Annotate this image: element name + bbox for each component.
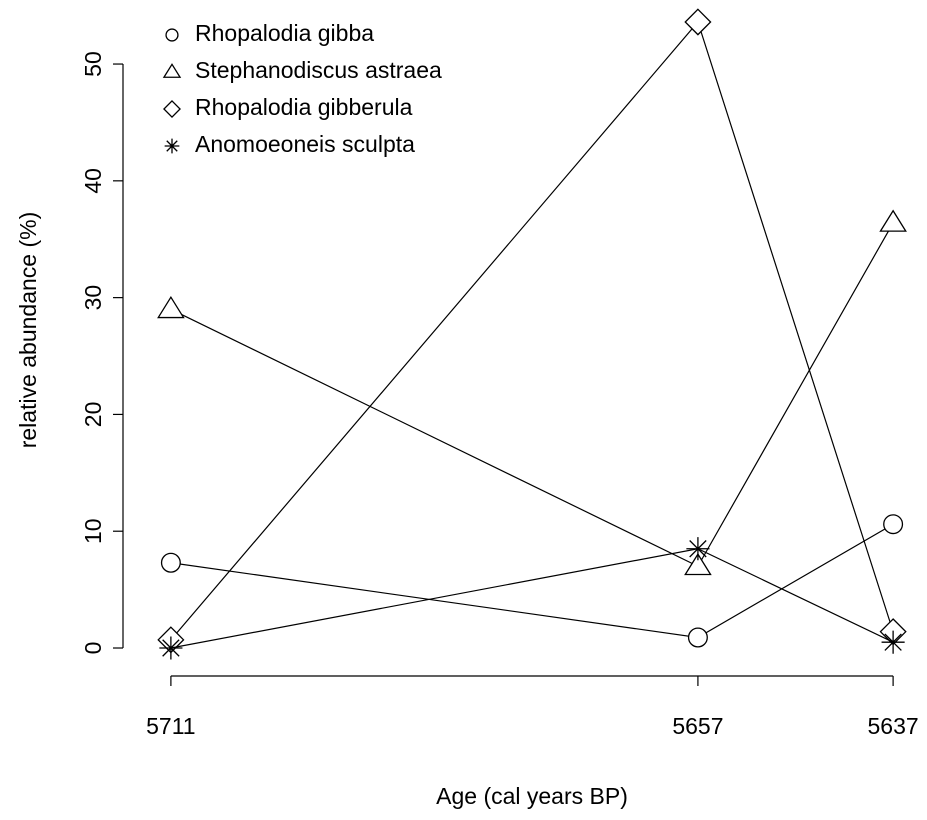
y-tick-label: 0 bbox=[80, 642, 106, 655]
data-point bbox=[160, 552, 181, 573]
legend-marker bbox=[162, 63, 182, 78]
x-tick-label: 5657 bbox=[672, 713, 723, 739]
y-tick-label: 10 bbox=[80, 518, 106, 544]
legend-label: Stephanodiscus astraea bbox=[195, 57, 442, 83]
series-line bbox=[170, 523, 894, 639]
legend-label: Rhopalodia gibberula bbox=[195, 94, 413, 120]
series-line bbox=[170, 222, 894, 568]
data-point bbox=[883, 514, 904, 535]
legend-marker bbox=[164, 138, 180, 154]
data-point bbox=[687, 627, 708, 648]
data-point bbox=[881, 630, 905, 654]
x-tick-label: 5711 bbox=[146, 713, 195, 739]
y-tick-label: 50 bbox=[80, 51, 106, 77]
data-point bbox=[157, 295, 185, 319]
data-point bbox=[159, 636, 183, 660]
legend-label: Anomoeoneis sculpta bbox=[195, 131, 415, 157]
data-point bbox=[684, 552, 712, 576]
series-line bbox=[170, 548, 894, 649]
y-axis-title: relative abundance (%) bbox=[15, 212, 41, 449]
legend-marker bbox=[165, 28, 179, 42]
data-point bbox=[684, 8, 712, 36]
data-point bbox=[879, 209, 907, 232]
legend-label: Rhopalodia gibba bbox=[195, 20, 374, 46]
x-axis-title: Age (cal years BP) bbox=[436, 783, 628, 809]
y-tick-label: 40 bbox=[80, 168, 106, 194]
y-tick-label: 20 bbox=[80, 402, 106, 428]
legend-marker bbox=[163, 100, 181, 118]
y-tick-label: 30 bbox=[80, 285, 106, 311]
data-point bbox=[686, 537, 710, 561]
x-tick-label: 5637 bbox=[868, 713, 919, 739]
